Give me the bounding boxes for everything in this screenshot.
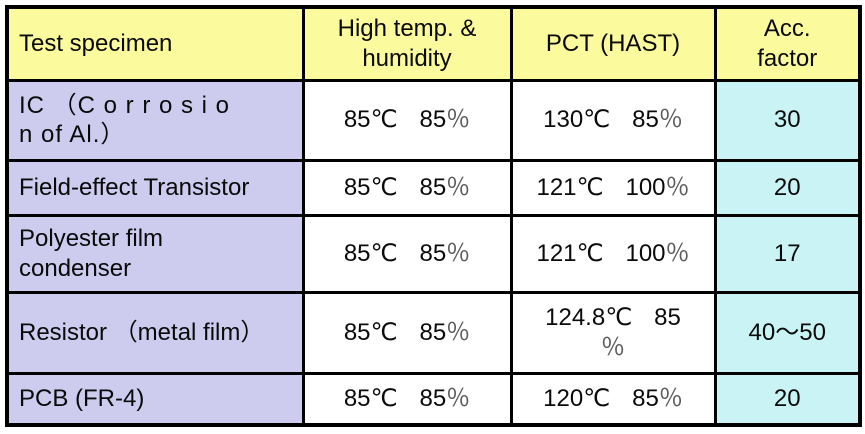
percent-sign: ％ xyxy=(446,173,471,201)
humidity-value: 85 xyxy=(419,173,447,201)
humidity-value: 85 xyxy=(419,239,447,267)
acc-factor-value: 20 xyxy=(713,158,862,217)
humidity-value: 85 xyxy=(419,106,447,134)
table-row: Polyester film condenser 85℃ 85％ 121℃ 100％… xyxy=(5,213,862,294)
percent-sign: ％ xyxy=(446,106,471,134)
acc-factor-value: 40～50 xyxy=(713,290,862,375)
temp-value: 130℃ xyxy=(543,106,611,134)
table-row: PCB (FR-4) 85℃ 85％ 120℃ 85％ 20 xyxy=(5,371,862,427)
specimen-resistor-metal-film: Resistor （metal film） xyxy=(5,290,305,375)
header-acc-factor: Acc. factor xyxy=(713,5,862,82)
temp-value: 85℃ xyxy=(343,173,398,201)
temp-value: 120℃ xyxy=(543,385,611,413)
percent-sign: ％ xyxy=(446,318,471,346)
humidity-value: 85 xyxy=(419,385,447,413)
pct-condition: 121℃ 100％ xyxy=(509,213,717,294)
humidity-value: 100 xyxy=(625,173,666,201)
percent-sign: ％ xyxy=(665,173,690,201)
ht-condition: 85℃ 85％ xyxy=(301,213,513,294)
temp-value: 121℃ xyxy=(536,239,604,267)
pct-condition: 130℃ 85％ xyxy=(509,78,717,162)
ht-condition: 85℃ 85％ xyxy=(301,290,513,375)
percent-sign: ％ xyxy=(658,385,683,413)
specimen-fet: Field-effect Transistor xyxy=(5,158,305,217)
percent-sign: ％ xyxy=(658,106,683,134)
header-high-temp-humidity: High temp. & humidity xyxy=(301,5,513,82)
percent-sign: ％ xyxy=(446,385,471,413)
acc-factor-value: 30 xyxy=(713,78,862,162)
temp-value: 85℃ xyxy=(343,106,398,134)
percent-sign: ％ xyxy=(446,239,471,267)
temp-value: 85℃ xyxy=(343,239,398,267)
humidity-value: 85 xyxy=(654,304,681,332)
ht-condition: 85℃ 85％ xyxy=(301,78,513,162)
pct-condition: 124.8℃ 85 ％ xyxy=(509,290,717,375)
humidity-value: 100 xyxy=(625,239,666,267)
ht-condition: 85℃ 85％ xyxy=(301,158,513,217)
header-test-specimen: Test specimen xyxy=(5,5,305,82)
table-row: Field-effect Transistor 85℃ 85％ 121℃ 100％ … xyxy=(5,158,862,217)
humidity-value: 85 xyxy=(632,385,659,413)
humidity-value: 85 xyxy=(632,106,659,134)
ht-condition: 85℃ 85％ xyxy=(301,371,513,427)
acc-factor-value: 20 xyxy=(713,371,862,427)
table-row: IC （C o r r o s i o n of Al.） 85℃ 85％ 130… xyxy=(5,78,862,162)
specimen-polyester-condenser: Polyester film condenser xyxy=(5,213,305,294)
header-pct-hast: PCT (HAST) xyxy=(509,5,717,82)
table-header-row: Test specimen High temp. & humidity PCT … xyxy=(5,5,862,82)
percent-sign: ％ xyxy=(601,333,625,361)
temp-value: 85℃ xyxy=(343,385,398,413)
temp-value: 124.8℃ xyxy=(545,304,633,332)
acc-factor-value: 17 xyxy=(713,213,862,294)
table-row: Resistor （metal film） 85℃ 85％ 124.8℃ 85 ％ 4… xyxy=(5,290,862,375)
humidity-value: 85 xyxy=(419,318,447,346)
pct-condition: 120℃ 85％ xyxy=(509,371,717,427)
specimen-pcb-fr4: PCB (FR-4) xyxy=(5,371,305,427)
acceleration-factor-table: Test specimen High temp. & humidity PCT … xyxy=(5,5,862,427)
percent-sign: ％ xyxy=(665,239,690,267)
temp-value: 85℃ xyxy=(343,318,398,346)
pct-condition: 121℃ 100％ xyxy=(509,158,717,217)
specimen-ic-corrosion: IC （C o r r o s i o n of Al.） xyxy=(5,78,305,162)
temp-value: 121℃ xyxy=(536,173,604,201)
